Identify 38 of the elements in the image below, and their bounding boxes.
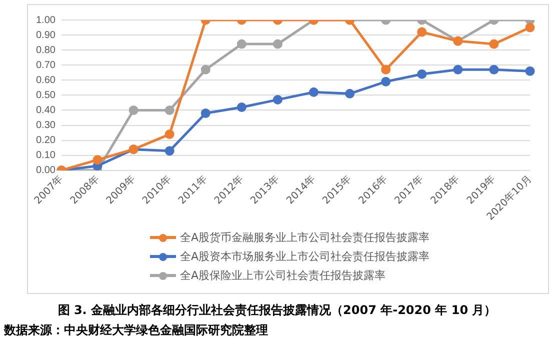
point: [381, 64, 391, 74]
point: [164, 105, 174, 115]
point: [417, 27, 427, 37]
point: [525, 22, 535, 32]
legend-label: 全A股货币金融服务业上市公司社会责任报告披露率: [180, 230, 430, 245]
y-tick-label: 0.50: [36, 90, 56, 101]
point: [272, 39, 282, 49]
y-tick-label: 1.00: [36, 14, 56, 26]
y-tick-label: 0.10: [36, 150, 56, 162]
point: [381, 76, 391, 86]
legend-label: 全A股资本市场服务业上市公司社会责任报告披露率: [180, 249, 430, 264]
y-tick-label: 0.20: [36, 135, 56, 146]
text: 图 3. 金融业内部各细分行业社会责任报告披露情况（2007 年-2020 年 10 月）: [56, 302, 498, 319]
point: [92, 155, 102, 165]
point: [525, 66, 535, 76]
point: [345, 88, 355, 98]
point: [200, 64, 210, 74]
point: [200, 108, 210, 118]
y-tick-label: 0.40: [36, 104, 56, 116]
y-tick-label: 0.30: [36, 120, 56, 132]
point: [272, 94, 282, 104]
y-tick-label: 0.90: [36, 30, 56, 41]
y-tick-label: 0.80: [36, 44, 56, 56]
point: [453, 64, 463, 74]
legend-label: 全A股保险业上市公司社会责任报告披露率: [180, 268, 386, 283]
point: [236, 39, 246, 49]
point: [417, 69, 427, 79]
point: [489, 39, 499, 49]
point: [164, 130, 174, 140]
point: [236, 102, 246, 112]
point: [489, 64, 499, 74]
point: [128, 105, 138, 115]
y-tick-label: 0.00: [36, 165, 56, 176]
source-note: 数据来源：中央财经大学绿色金融国际研究院整理: [4, 322, 269, 339]
y-tick-label: 0.70: [36, 60, 56, 71]
point: [309, 87, 318, 97]
y-tick-label: 0.60: [36, 74, 56, 86]
point: [164, 146, 174, 156]
